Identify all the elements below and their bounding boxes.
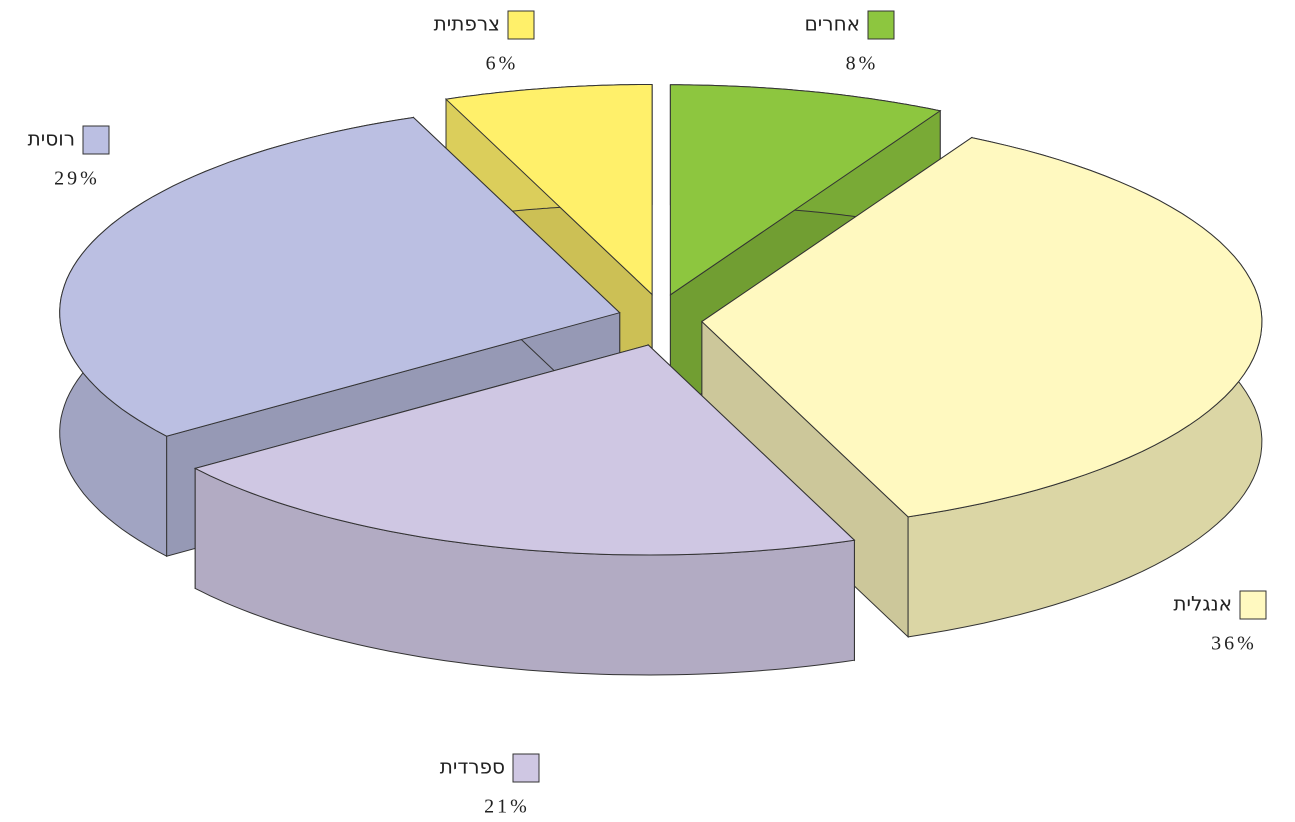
legend-swatch [507, 10, 535, 40]
slice [193, 343, 856, 676]
slice-top [701, 137, 1263, 518]
slice-top [669, 84, 942, 296]
slice-top [193, 344, 856, 556]
value-label: 29% [54, 168, 100, 190]
legend-label: רוסית 29% [28, 125, 110, 190]
category-label: אחרים [805, 12, 860, 36]
category-label: ספרדית [440, 755, 505, 779]
category-label: צרפתית [434, 12, 500, 36]
legend-swatch [512, 753, 540, 783]
legend-swatch [1239, 590, 1267, 620]
value-label: 6% [486, 53, 519, 75]
legend-label: ספרדית 21% [440, 753, 540, 818]
slice-top [444, 84, 653, 296]
value-label: 8% [846, 53, 879, 75]
legend-swatch [867, 10, 895, 40]
slice [701, 136, 1263, 639]
category-label: רוסית [28, 127, 75, 151]
legend-label: אנגלית 36% [1173, 590, 1267, 655]
value-label: 36% [1211, 633, 1257, 655]
value-label: 21% [484, 796, 530, 817]
legend-swatch [82, 125, 110, 155]
legend-label: אחרים 8% [805, 10, 895, 75]
category-label: אנגלית [1173, 592, 1232, 616]
legend-label: צרפתית 6% [434, 10, 535, 75]
slice-top [59, 116, 621, 437]
